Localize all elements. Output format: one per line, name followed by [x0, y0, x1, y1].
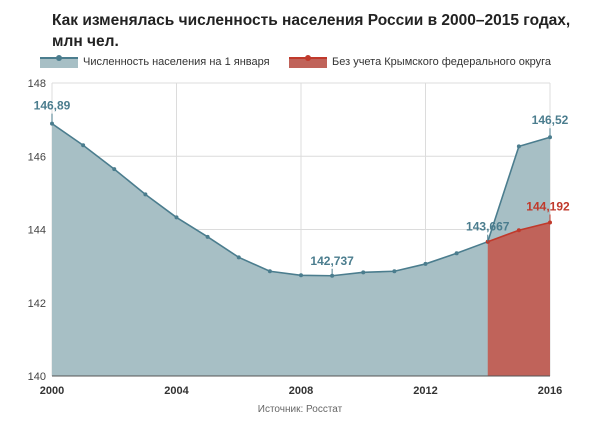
y-tick-label: 146 — [28, 151, 46, 163]
data-point-series-0 — [81, 143, 86, 148]
area-fill-series-1 — [487, 222, 550, 376]
data-label: 142,737 — [310, 254, 354, 268]
data-label: 143,667 — [466, 220, 510, 234]
x-tick-label: 2000 — [40, 385, 64, 397]
data-label: 146,89 — [34, 99, 71, 113]
y-tick-label: 148 — [28, 78, 46, 90]
data-point-series-0 — [423, 261, 428, 266]
legend-item-population: Численность населения на 1 января — [40, 54, 270, 68]
legend-item-without-crimea: Без учета Крымского федерального округа — [289, 54, 552, 68]
area-fill-series-0 — [52, 123, 550, 376]
data-label: 146,52 — [532, 113, 569, 127]
x-tick-label: 2004 — [164, 385, 189, 397]
chart-legend: Численность населения на 1 января Без уч… — [0, 52, 600, 72]
data-point-series-0 — [516, 144, 521, 149]
chart-title: Как изменялась численность населения Рос… — [52, 12, 571, 50]
data-point-series-0 — [299, 273, 303, 278]
x-tick-label: 2012 — [413, 385, 437, 397]
data-point-series-0 — [112, 167, 117, 172]
legend-swatch-without-crimea — [289, 54, 327, 68]
y-tick-label: 144 — [28, 225, 46, 237]
data-point-series-0 — [392, 269, 397, 274]
legend-label-population: Численность населения на 1 января — [83, 56, 270, 68]
data-point-series-0 — [143, 192, 148, 197]
data-label: 144,192 — [526, 199, 570, 213]
data-point-series-0 — [361, 270, 366, 275]
data-point-series-0 — [174, 215, 179, 220]
y-tick-label: 140 — [28, 371, 46, 383]
data-point-series-1 — [516, 228, 521, 233]
chart-source: Источник: Росстат — [257, 404, 343, 415]
x-tick-label: 2016 — [538, 385, 562, 397]
x-tick-label: 2008 — [289, 385, 313, 397]
data-point-series-0 — [267, 269, 272, 274]
legend-label-without-crimea: Без учета Крымского федерального округа — [332, 56, 552, 68]
data-point-series-0 — [205, 234, 210, 239]
y-tick-label: 142 — [28, 298, 46, 310]
legend-swatch-population — [40, 54, 78, 68]
data-point-series-0 — [454, 251, 459, 256]
data-point-series-0 — [236, 255, 241, 260]
